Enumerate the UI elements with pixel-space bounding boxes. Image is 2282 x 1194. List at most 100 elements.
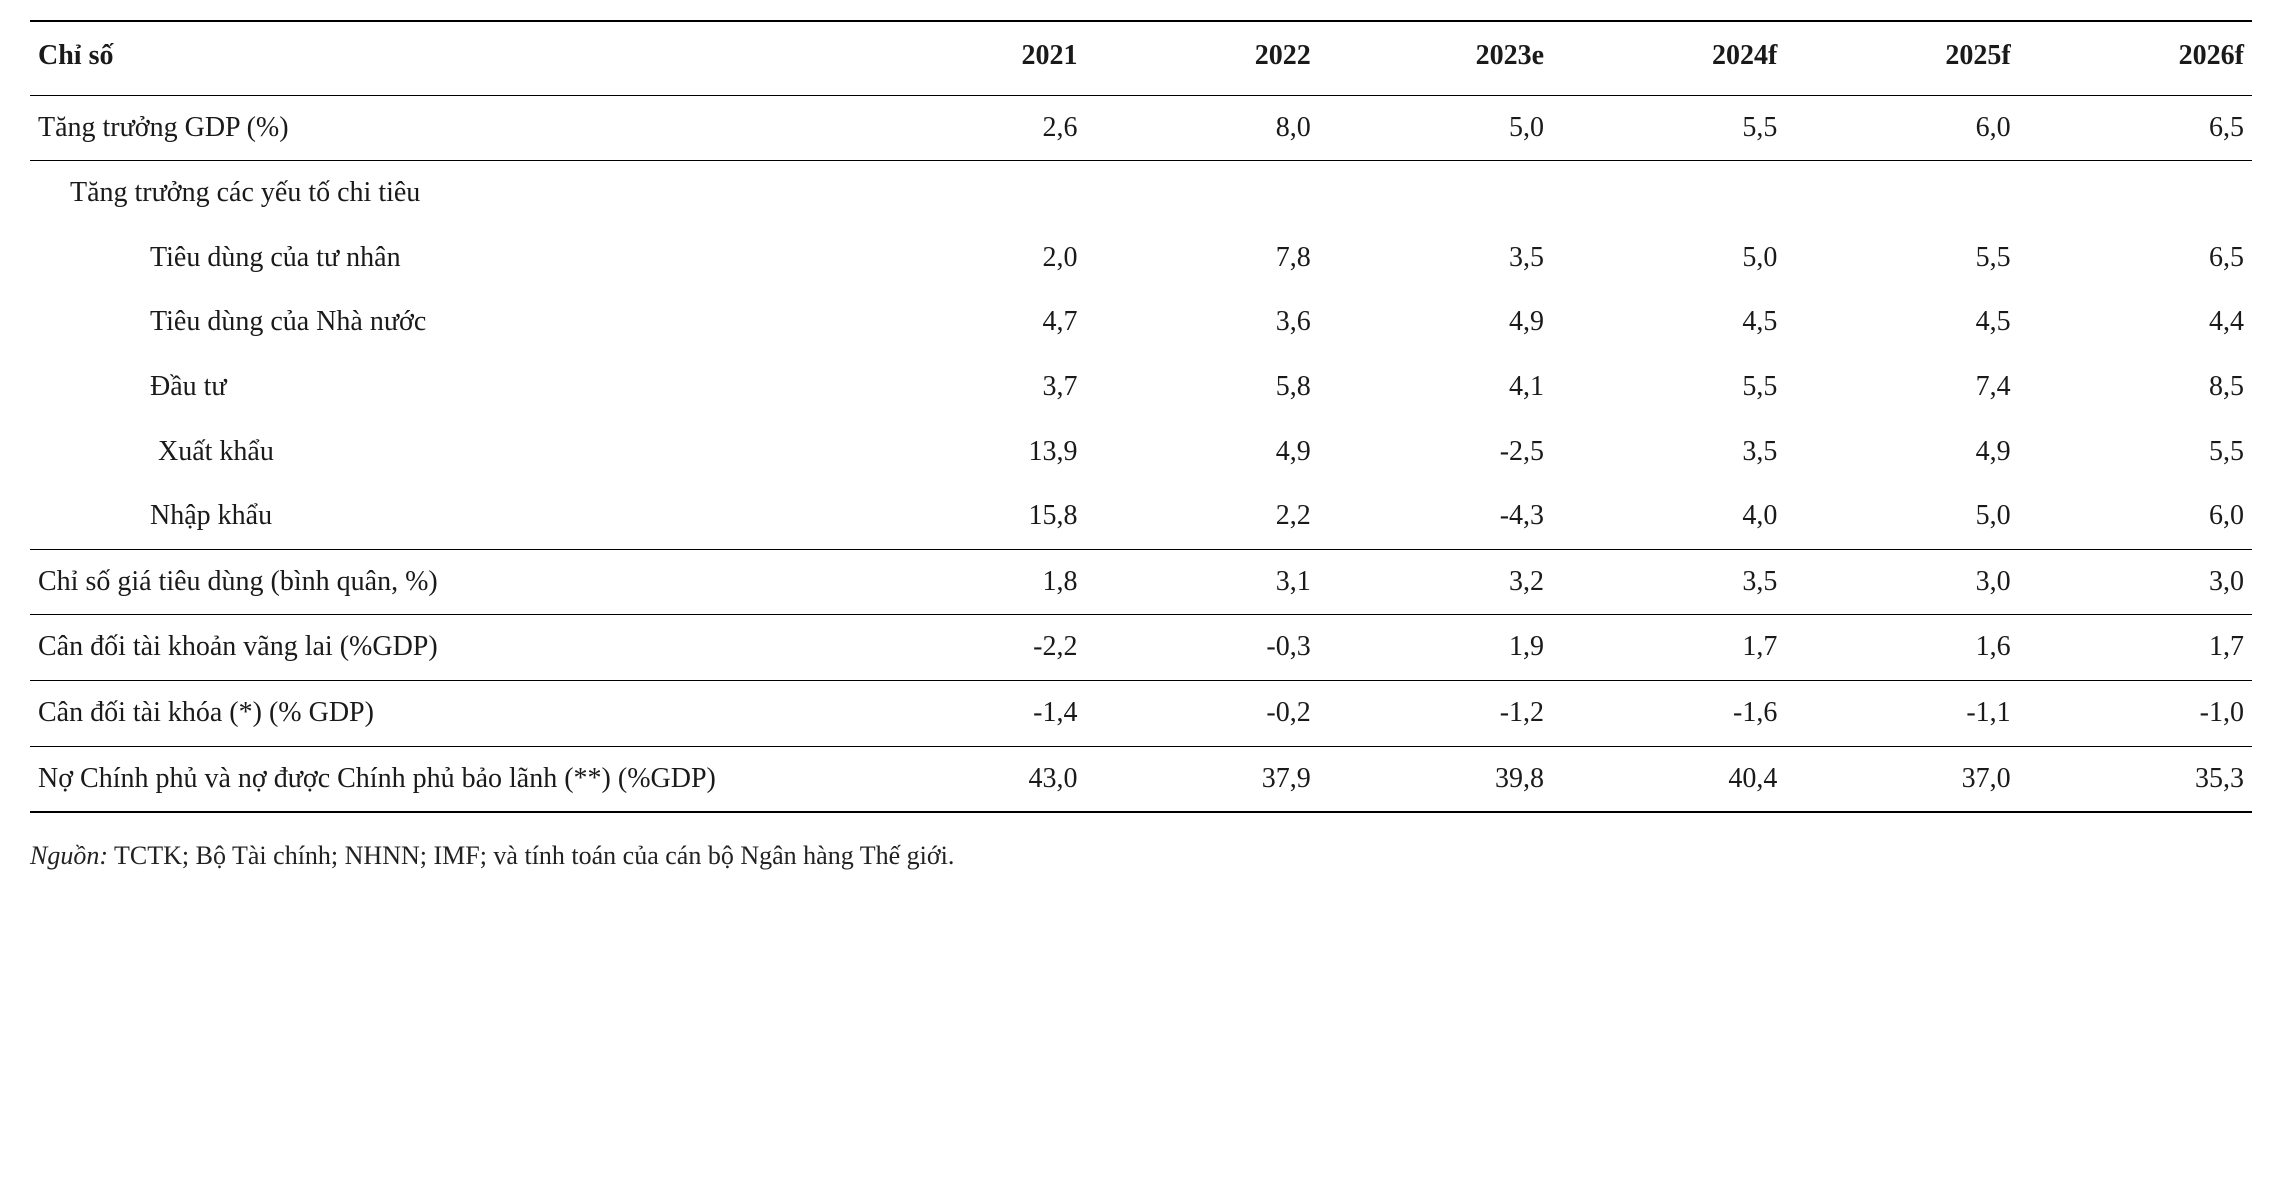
table-row: Tăng trưởng GDP (%) 2,6 8,0 5,0 5,5 6,0 … (30, 95, 2252, 161)
cell: 1,7 (1552, 615, 1785, 681)
table-row: Nhập khẩu 15,8 2,2 -4,3 4,0 5,0 6,0 (30, 484, 2252, 549)
row-label: Tiêu dùng của Nhà nước (30, 290, 852, 355)
row-label: Cân đối tài khoản vãng lai (%GDP) (30, 615, 852, 681)
row-label: Tăng trưởng GDP (%) (30, 95, 852, 161)
table-row: Tăng trưởng các yếu tố chi tiêu (30, 161, 2252, 226)
cell (852, 161, 1085, 226)
cell: 2,2 (1085, 484, 1318, 549)
row-label: Tăng trưởng các yếu tố chi tiêu (30, 161, 852, 226)
col-header-2023e: 2023e (1319, 21, 1552, 95)
cell: 4,9 (1319, 290, 1552, 355)
table-row: Tiêu dùng của Nhà nước 4,7 3,6 4,9 4,5 4… (30, 290, 2252, 355)
cell: 6,5 (2019, 226, 2252, 291)
col-header-2025f: 2025f (1785, 21, 2018, 95)
cell: 7,4 (1785, 355, 2018, 420)
cell: -1,2 (1319, 680, 1552, 746)
cell: 43,0 (852, 746, 1085, 812)
cell: 1,6 (1785, 615, 2018, 681)
cell: -1,0 (2019, 680, 2252, 746)
cell: -1,4 (852, 680, 1085, 746)
cell: 6,0 (2019, 484, 2252, 549)
row-label: Chỉ số giá tiêu dùng (bình quân, %) (30, 549, 852, 615)
cell: 5,0 (1785, 484, 2018, 549)
cell (1319, 161, 1552, 226)
cell: 5,5 (1552, 95, 1785, 161)
cell: 6,5 (2019, 95, 2252, 161)
cell: 3,1 (1085, 549, 1318, 615)
cell: 4,0 (1552, 484, 1785, 549)
table-row: Tiêu dùng của tư nhân 2,0 7,8 3,5 5,0 5,… (30, 226, 2252, 291)
indicators-table: Chỉ số 2021 2022 2023e 2024f 2025f 2026f… (30, 20, 2252, 813)
cell: 13,9 (852, 420, 1085, 485)
cell: 6,0 (1785, 95, 2018, 161)
cell: 1,9 (1319, 615, 1552, 681)
cell: 8,0 (1085, 95, 1318, 161)
cell: 3,5 (1552, 549, 1785, 615)
col-header-2021: 2021 (852, 21, 1085, 95)
cell: 4,9 (1085, 420, 1318, 485)
table-row: Xuất khẩu 13,9 4,9 -2,5 3,5 4,9 5,5 (30, 420, 2252, 485)
cell (2019, 161, 2252, 226)
cell: 3,5 (1319, 226, 1552, 291)
cell: 4,7 (852, 290, 1085, 355)
table-row: Chỉ số giá tiêu dùng (bình quân, %) 1,8 … (30, 549, 2252, 615)
cell: 4,5 (1552, 290, 1785, 355)
cell: 5,5 (1785, 226, 2018, 291)
cell: 5,0 (1552, 226, 1785, 291)
row-label: Tiêu dùng của tư nhân (30, 226, 852, 291)
cell: 4,9 (1785, 420, 2018, 485)
cell (1552, 161, 1785, 226)
table-header-row: Chỉ số 2021 2022 2023e 2024f 2025f 2026f (30, 21, 2252, 95)
cell: -1,1 (1785, 680, 2018, 746)
cell (1785, 161, 2018, 226)
cell: 3,0 (2019, 549, 2252, 615)
cell: -4,3 (1319, 484, 1552, 549)
row-label: Xuất khẩu (30, 420, 852, 485)
cell: 2,0 (852, 226, 1085, 291)
cell: 1,7 (2019, 615, 2252, 681)
cell: 4,4 (2019, 290, 2252, 355)
cell: -2,2 (852, 615, 1085, 681)
cell: 35,3 (2019, 746, 2252, 812)
col-header-2026f: 2026f (2019, 21, 2252, 95)
cell: 3,2 (1319, 549, 1552, 615)
cell: 2,6 (852, 95, 1085, 161)
cell: 5,5 (1552, 355, 1785, 420)
cell: 37,9 (1085, 746, 1318, 812)
cell: 3,0 (1785, 549, 2018, 615)
table-row: Cân đối tài khoản vãng lai (%GDP) -2,2 -… (30, 615, 2252, 681)
table-row: Nợ Chính phủ và nợ được Chính phủ bảo lã… (30, 746, 2252, 812)
table-row: Cân đối tài khóa (*) (% GDP) -1,4 -0,2 -… (30, 680, 2252, 746)
cell: -0,2 (1085, 680, 1318, 746)
row-label: Cân đối tài khóa (*) (% GDP) (30, 680, 852, 746)
cell: 3,7 (852, 355, 1085, 420)
cell: 8,5 (2019, 355, 2252, 420)
source-label: Nguồn: (30, 841, 108, 870)
col-header-indicator: Chỉ số (30, 21, 852, 95)
cell: -0,3 (1085, 615, 1318, 681)
cell: 4,5 (1785, 290, 2018, 355)
col-header-2024f: 2024f (1552, 21, 1785, 95)
row-label: Nợ Chính phủ và nợ được Chính phủ bảo lã… (30, 746, 852, 812)
cell: 39,8 (1319, 746, 1552, 812)
cell: 37,0 (1785, 746, 2018, 812)
row-label: Nhập khẩu (30, 484, 852, 549)
cell: -2,5 (1319, 420, 1552, 485)
row-label: Đầu tư (30, 355, 852, 420)
source-line: Nguồn: TCTK; Bộ Tài chính; NHNN; IMF; và… (30, 813, 2252, 871)
cell: 3,5 (1552, 420, 1785, 485)
col-header-2022: 2022 (1085, 21, 1318, 95)
cell: 5,8 (1085, 355, 1318, 420)
cell: 3,6 (1085, 290, 1318, 355)
table-body: Tăng trưởng GDP (%) 2,6 8,0 5,0 5,5 6,0 … (30, 95, 2252, 812)
cell (1085, 161, 1318, 226)
cell: 5,0 (1319, 95, 1552, 161)
cell: -1,6 (1552, 680, 1785, 746)
table-row: Đầu tư 3,7 5,8 4,1 5,5 7,4 8,5 (30, 355, 2252, 420)
cell: 15,8 (852, 484, 1085, 549)
cell: 5,5 (2019, 420, 2252, 485)
source-text: TCTK; Bộ Tài chính; NHNN; IMF; và tính t… (108, 841, 954, 870)
cell: 7,8 (1085, 226, 1318, 291)
cell: 1,8 (852, 549, 1085, 615)
cell: 40,4 (1552, 746, 1785, 812)
